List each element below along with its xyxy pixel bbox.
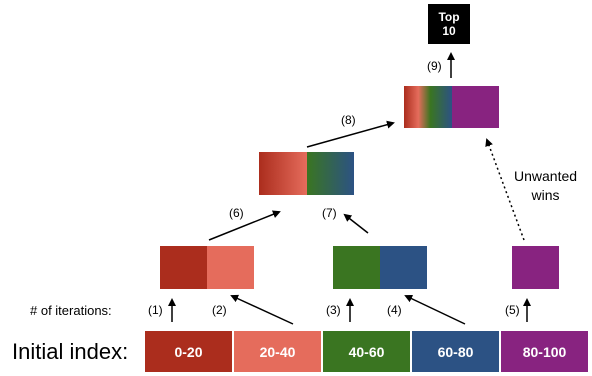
top-10-line1: Top [438, 10, 460, 24]
initial-index-label: Initial index: [12, 339, 129, 364]
step-label-1: (1) [148, 303, 163, 317]
level1-box-b-left [333, 246, 380, 289]
arrow-step2 [230, 294, 294, 325]
merged-box-level3 [404, 86, 499, 128]
range-label-60-80: 60-80 [437, 343, 474, 360]
range-label-0-20: 0-20 [174, 343, 203, 360]
step-label-7: (7) [322, 206, 337, 220]
step-label-3: (3) [326, 303, 341, 317]
step-label-6: (6) [229, 206, 244, 220]
level1-box-a-left [160, 246, 207, 289]
unwanted-line2: wins [531, 187, 560, 203]
unwanted-wins-label: Unwanted wins [514, 167, 577, 205]
level1-box-a-right [207, 246, 254, 289]
range-box-80-100: 80-100 [501, 331, 588, 372]
range-box-20-40: 20-40 [234, 331, 321, 372]
range-box-0-20: 0-20 [145, 331, 232, 372]
step-label-9: (9) [427, 59, 442, 73]
range-label-80-100: 80-100 [522, 343, 567, 360]
top-10-line2: 10 [442, 24, 456, 38]
range-box-60-80: 60-80 [412, 331, 499, 372]
step-label-2: (2) [212, 303, 227, 317]
top-10-box: Top 10 [428, 4, 470, 44]
unwanted-line1: Unwanted [514, 168, 578, 184]
merged-box-level3-gradient [404, 86, 452, 128]
iterations-label: # of iterations: [30, 303, 112, 318]
arrow-step6 [208, 210, 281, 241]
level1-box-b [333, 246, 427, 289]
merged-box-level2-right [307, 152, 354, 195]
range-box-40-60: 40-60 [323, 331, 410, 372]
range-label-20-40: 20-40 [259, 343, 296, 360]
arrow-step7 [343, 213, 369, 234]
merged-box-level2-left [259, 152, 307, 195]
level1-box-a [160, 246, 254, 289]
step-label-5: (5) [505, 303, 520, 317]
merged-box-level2 [259, 152, 354, 195]
range-label-40-60: 40-60 [348, 343, 385, 360]
arrow-step4 [404, 294, 466, 325]
arrow-step8 [306, 120, 395, 148]
step-label-4: (4) [387, 303, 402, 317]
level1-box-c [512, 246, 559, 289]
level1-box-b-right [380, 246, 427, 289]
step-label-8: (8) [341, 113, 356, 127]
merged-box-level3-purple [452, 86, 499, 128]
